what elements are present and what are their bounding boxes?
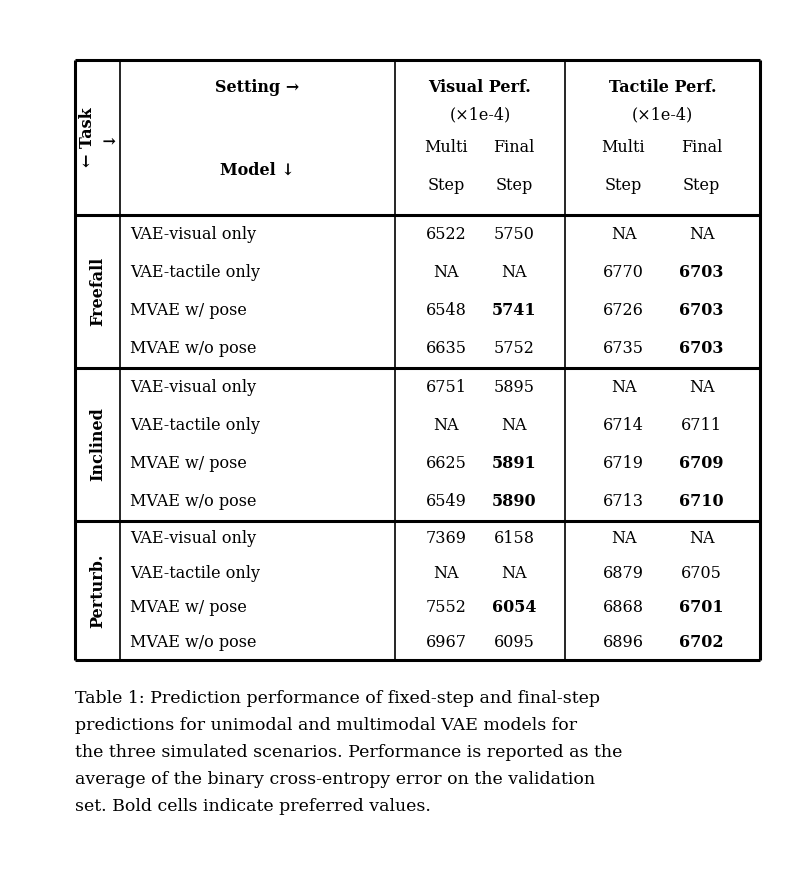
Text: MVAE w/o pose: MVAE w/o pose — [130, 634, 257, 651]
Text: 6735: 6735 — [603, 340, 644, 358]
Text: 6625: 6625 — [426, 455, 466, 472]
Text: 6967: 6967 — [426, 634, 466, 651]
Text: NA: NA — [502, 264, 526, 281]
Text: NA: NA — [610, 226, 636, 243]
Text: NA: NA — [502, 564, 526, 582]
Text: set. Bold cells indicate preferred values.: set. Bold cells indicate preferred value… — [75, 798, 431, 815]
Text: NA: NA — [689, 530, 714, 547]
Text: 6710: 6710 — [679, 494, 724, 510]
Text: Perturb.: Perturb. — [89, 554, 106, 628]
Text: 6751: 6751 — [426, 379, 466, 396]
Text: MVAE w/ pose: MVAE w/ pose — [130, 302, 247, 319]
Text: 6701: 6701 — [679, 600, 724, 616]
Text: 6703: 6703 — [679, 264, 724, 281]
Text: VAE-tactile only: VAE-tactile only — [130, 417, 260, 434]
Text: Freefall: Freefall — [89, 257, 106, 326]
Text: Visual Perf.: Visual Perf. — [429, 79, 531, 95]
Text: 6702: 6702 — [679, 634, 724, 651]
Text: 6714: 6714 — [603, 417, 644, 434]
Text: 5750: 5750 — [494, 226, 534, 243]
Text: 6719: 6719 — [603, 455, 644, 472]
Text: MVAE w/o pose: MVAE w/o pose — [130, 494, 257, 510]
Text: Final: Final — [681, 140, 722, 156]
Text: average of the binary cross-entropy error on the validation: average of the binary cross-entropy erro… — [75, 771, 595, 788]
Text: NA: NA — [610, 379, 636, 396]
Text: 6548: 6548 — [426, 302, 466, 319]
Text: MVAE w/ pose: MVAE w/ pose — [130, 455, 247, 472]
Text: VAE-visual only: VAE-visual only — [130, 379, 256, 396]
Text: Setting →: Setting → — [215, 79, 300, 95]
Text: VAE-visual only: VAE-visual only — [130, 530, 256, 547]
Text: 6158: 6158 — [494, 530, 534, 547]
Text: 6868: 6868 — [603, 600, 644, 616]
Text: 6726: 6726 — [603, 302, 644, 319]
Text: NA: NA — [434, 564, 458, 582]
Text: NA: NA — [689, 226, 714, 243]
Text: the three simulated scenarios. Performance is reported as the: the three simulated scenarios. Performan… — [75, 744, 622, 761]
Text: Multi: Multi — [424, 140, 468, 156]
Text: 6549: 6549 — [426, 494, 466, 510]
Text: NA: NA — [434, 264, 458, 281]
Text: NA: NA — [610, 530, 636, 547]
Text: predictions for unimodal and multimodal VAE models for: predictions for unimodal and multimodal … — [75, 717, 577, 734]
Text: Final: Final — [494, 140, 534, 156]
Text: 6709: 6709 — [679, 455, 724, 472]
Text: NA: NA — [689, 379, 714, 396]
Text: Table 1: Prediction performance of fixed-step and final-step: Table 1: Prediction performance of fixed… — [75, 690, 600, 707]
Text: Tactile Perf.: Tactile Perf. — [609, 79, 716, 95]
Text: 6770: 6770 — [603, 264, 644, 281]
Text: ← Task
↓: ← Task ↓ — [79, 108, 116, 167]
Text: MVAE w/o pose: MVAE w/o pose — [130, 340, 257, 358]
Text: Multi: Multi — [602, 140, 646, 156]
Text: 5891: 5891 — [492, 455, 536, 472]
Text: VAE-tactile only: VAE-tactile only — [130, 564, 260, 582]
Text: (×1e-4): (×1e-4) — [450, 107, 510, 124]
Text: 7369: 7369 — [426, 530, 466, 547]
Text: Step: Step — [605, 177, 642, 193]
Text: 6054: 6054 — [492, 600, 536, 616]
Text: 5752: 5752 — [494, 340, 534, 358]
Text: VAE-visual only: VAE-visual only — [130, 226, 256, 243]
Text: MVAE w/ pose: MVAE w/ pose — [130, 600, 247, 616]
Text: 6522: 6522 — [426, 226, 466, 243]
Text: 7552: 7552 — [426, 600, 466, 616]
Text: Step: Step — [683, 177, 720, 193]
Text: 5890: 5890 — [492, 494, 536, 510]
Text: Step: Step — [495, 177, 533, 193]
Text: Model ↓: Model ↓ — [220, 162, 295, 178]
Text: Step: Step — [427, 177, 465, 193]
Text: Inclined: Inclined — [89, 408, 106, 481]
Text: 6703: 6703 — [679, 340, 724, 358]
Text: VAE-tactile only: VAE-tactile only — [130, 264, 260, 281]
Text: 6711: 6711 — [681, 417, 722, 434]
Text: (×1e-4): (×1e-4) — [632, 107, 693, 124]
Text: NA: NA — [434, 417, 458, 434]
Text: 6705: 6705 — [681, 564, 722, 582]
Text: 6095: 6095 — [494, 634, 534, 651]
Text: 6896: 6896 — [603, 634, 644, 651]
Text: 6703: 6703 — [679, 302, 724, 319]
Text: 5741: 5741 — [492, 302, 536, 319]
Text: 6635: 6635 — [426, 340, 466, 358]
Text: 6713: 6713 — [603, 494, 644, 510]
Text: 5895: 5895 — [494, 379, 534, 396]
Text: 6879: 6879 — [603, 564, 644, 582]
Text: NA: NA — [502, 417, 526, 434]
